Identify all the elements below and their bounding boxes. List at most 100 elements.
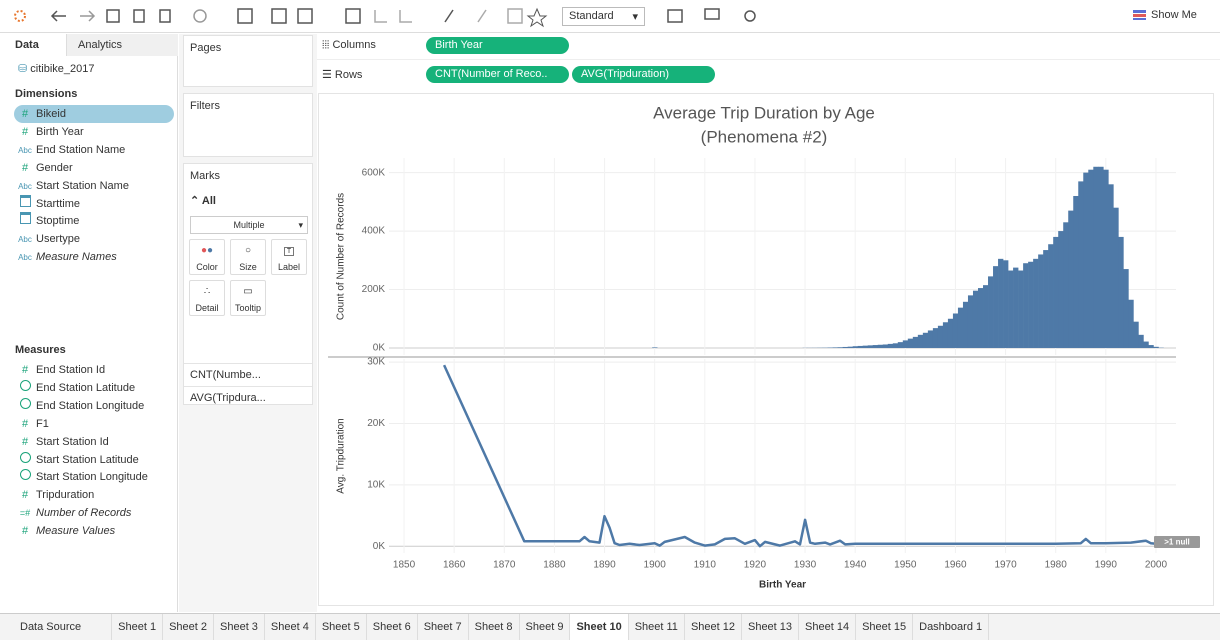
- field-name: Start Station Latitude: [36, 453, 139, 466]
- row-pill[interactable]: AVG(Tripduration): [572, 66, 715, 83]
- bar: [1018, 270, 1024, 348]
- bar: [922, 332, 929, 348]
- columns-shelf: ⦙⦙⦙ Columns Birth Year: [317, 34, 1220, 60]
- sheet-tab[interactable]: Sheet 3: [214, 614, 265, 640]
- bar: [988, 276, 994, 348]
- sheet-tab[interactable]: Sheet 1: [112, 614, 164, 640]
- field[interactable]: =# Number of Records: [14, 504, 174, 522]
- sheet-tab[interactable]: Sheet 12: [685, 614, 742, 640]
- sheet-tab[interactable]: Sheet 2: [163, 614, 214, 640]
- pages-title: Pages: [190, 42, 222, 54]
- sheet-tab[interactable]: Sheet 15: [856, 614, 914, 640]
- bar: [857, 345, 864, 348]
- analytics-tab[interactable]: Analytics: [66, 34, 178, 56]
- marks-button[interactable]: T Label: [271, 239, 307, 275]
- field-name: End Station Latitude: [36, 381, 136, 394]
- sheet-tab[interactable]: Sheet 7: [418, 614, 469, 640]
- sheet-tab[interactable]: Sheet 5: [316, 614, 367, 640]
- bar: [867, 345, 874, 348]
- bar: [907, 338, 914, 348]
- marks-button[interactable]: ○ Size: [230, 239, 266, 275]
- marks-button-label: Color: [196, 262, 218, 272]
- sheet-tab[interactable]: Sheet 11: [629, 614, 685, 640]
- fit-value: Standard: [569, 10, 614, 22]
- sheet-tab[interactable]: Sheet 6: [367, 614, 418, 640]
- bar: [993, 266, 999, 348]
- sheet-tab[interactable]: Dashboard 1: [913, 614, 990, 640]
- x-tick-label: 1880: [543, 560, 566, 571]
- field[interactable]: # Birth Year: [14, 123, 174, 141]
- x-tick-label: 1910: [694, 560, 717, 571]
- datasource[interactable]: ⛁ citibike_2017: [18, 63, 95, 75]
- field-name: End Station Name: [36, 143, 126, 156]
- field-icon: Abc: [18, 181, 32, 191]
- sheet-tab[interactable]: Sheet 14: [799, 614, 857, 640]
- field[interactable]: Start Station Longitude: [14, 468, 174, 486]
- data-tab[interactable]: Data: [0, 34, 66, 56]
- marks-subcard[interactable]: AVG(Tripdura...: [184, 386, 312, 408]
- sheet-tab[interactable]: Sheet 8: [469, 614, 520, 640]
- x-tick-label: 1900: [644, 560, 667, 571]
- field[interactable]: Abc Measure Names: [14, 248, 174, 266]
- sheet-tab[interactable]: Sheet 9: [520, 614, 571, 640]
- field[interactable]: # Tripduration: [14, 486, 174, 504]
- field-icon: [14, 451, 36, 469]
- bar: [1078, 181, 1084, 348]
- field[interactable]: Abc End Station Name: [14, 141, 174, 159]
- field[interactable]: # Bikeid: [14, 105, 174, 123]
- field-icon: Abc: [18, 145, 32, 155]
- show-me-button[interactable]: Show Me: [1133, 9, 1197, 21]
- field[interactable]: # End Station Id: [14, 361, 174, 379]
- marks-button[interactable]: ▭ Tooltip: [230, 280, 266, 316]
- button-icon: ▭: [243, 286, 253, 297]
- columns-label-text: Columns: [332, 39, 376, 51]
- field[interactable]: # F1: [14, 415, 174, 433]
- bar: [927, 330, 934, 348]
- bar: [1013, 267, 1019, 348]
- field[interactable]: Stoptime: [14, 212, 174, 230]
- marks-subcard[interactable]: CNT(Numbe...: [184, 363, 312, 385]
- field-name: Stoptime: [36, 215, 80, 228]
- bar: [1058, 231, 1064, 348]
- field-name: Starttime: [36, 197, 81, 210]
- x-tick-label: 1870: [493, 560, 516, 571]
- sheet-tab[interactable]: Sheet 10: [570, 614, 629, 640]
- data-source-tab[interactable]: Data Source: [0, 614, 113, 640]
- field[interactable]: Abc Usertype: [14, 230, 174, 248]
- field[interactable]: # Measure Values: [14, 522, 174, 540]
- field[interactable]: Start Station Latitude: [14, 451, 174, 469]
- column-pill[interactable]: Birth Year: [426, 37, 569, 54]
- field[interactable]: # Start Station Id: [14, 433, 174, 451]
- field-icon: #: [21, 417, 29, 430]
- field[interactable]: # Gender: [14, 159, 174, 177]
- field-icon: #: [21, 435, 29, 448]
- field-name: Number of Records: [36, 507, 132, 520]
- sheet-tab[interactable]: Sheet 13: [742, 614, 800, 640]
- bar: [887, 343, 894, 348]
- x-tick-label: 1920: [744, 560, 767, 571]
- chart-subtitle: (Phenomena #2): [701, 127, 828, 146]
- chart-title: Average Trip Duration by Age: [653, 103, 875, 122]
- fit-dropdown[interactable]: Standard ▾: [562, 7, 645, 26]
- pages-card: Pages: [183, 35, 313, 87]
- bar: [1128, 299, 1134, 348]
- bar: [977, 288, 984, 348]
- field[interactable]: End Station Latitude: [14, 379, 174, 397]
- marks-button-label: Detail: [195, 303, 219, 313]
- field-icon: #: [21, 489, 29, 502]
- marks-button-label: Size: [239, 262, 257, 272]
- x-tick-label: 1950: [894, 560, 917, 571]
- field[interactable]: Abc Start Station Name: [14, 177, 174, 195]
- field-icon: [14, 379, 36, 397]
- sheet-tab[interactable]: Sheet 4: [265, 614, 316, 640]
- marks-all[interactable]: ⌃ All: [190, 195, 216, 207]
- marks-button[interactable]: ∴ Detail: [189, 280, 225, 316]
- mark-type-dropdown[interactable]: Multiple ▾: [190, 216, 308, 234]
- bar: [1083, 172, 1089, 348]
- field[interactable]: Starttime: [14, 194, 174, 213]
- bar: [1098, 166, 1104, 348]
- marks-button[interactable]: ●● Color: [189, 239, 225, 275]
- field[interactable]: End Station Longitude: [14, 397, 174, 415]
- rows-shelf: ☰ Rows CNT(Number of Reco.. AVG(Tripdurat…: [317, 62, 1220, 88]
- row-pill[interactable]: CNT(Number of Reco..: [426, 66, 569, 83]
